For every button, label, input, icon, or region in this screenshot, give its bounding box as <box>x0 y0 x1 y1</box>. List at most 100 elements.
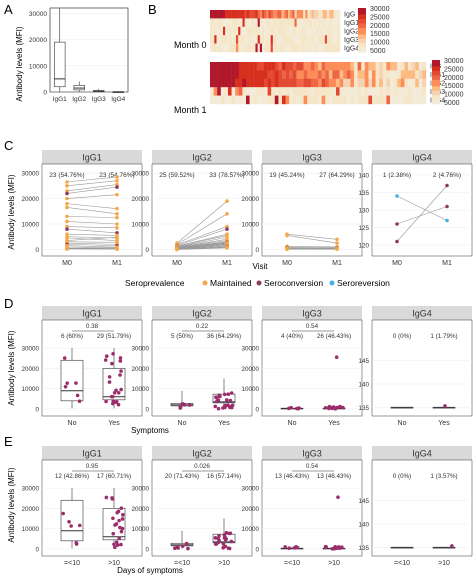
heatmap-cell <box>257 35 261 44</box>
heatmap-cell <box>321 62 326 71</box>
jitter-point <box>227 531 232 536</box>
heatmap-cell <box>292 95 297 105</box>
panel-d-facet-igg2-annotation-left: 5 (50%) <box>171 333 193 340</box>
data-point-m1 <box>225 246 229 250</box>
heatmap-cell <box>231 18 235 27</box>
heatmap-cell <box>279 35 282 44</box>
paired-line <box>66 194 118 199</box>
panel-d-facet-igg1-strip <box>42 306 142 320</box>
heatmap-cell <box>379 95 383 105</box>
heatmap-cell <box>283 35 287 44</box>
heatmap-cell <box>281 18 284 27</box>
heatmap-cell <box>379 87 383 96</box>
ytick-label: 20000 <box>241 196 259 203</box>
heatmap-cell <box>227 35 230 44</box>
heatmap-cell <box>368 87 373 96</box>
paired-line <box>66 216 118 218</box>
jitter-point <box>118 359 123 363</box>
heatmap-cell <box>393 95 398 105</box>
heatmap-cell <box>277 10 280 19</box>
heatmap-cell <box>259 35 263 44</box>
panel-c-facet-igg4-annotation-m1: 2 (4.76%) <box>433 172 461 179</box>
panel-d-facet-igg2-annotation-right: 36 (64.29%) <box>207 333 241 340</box>
paired-line <box>286 246 338 248</box>
jitter-point <box>331 405 336 409</box>
paired-line <box>176 213 228 245</box>
heatmap-cell <box>246 43 250 53</box>
data-point-m0 <box>65 184 69 188</box>
heatmap-cell <box>368 70 373 79</box>
heatmap-cell <box>305 26 308 36</box>
heatmap-cell <box>281 10 284 19</box>
heatmap-cell <box>264 26 267 36</box>
heatmap-cell <box>300 95 304 105</box>
data-point-m0 <box>65 214 69 219</box>
heatmap-cell <box>214 18 217 27</box>
heatmap-cell <box>235 62 239 71</box>
heatmap-month0-label: Month 0 <box>174 40 207 50</box>
legend-label-seroconversion: Seroconversion <box>264 278 323 288</box>
colorbar-segment <box>358 23 366 26</box>
heatmap-cell <box>212 10 215 19</box>
heatmap-cell <box>382 62 387 71</box>
heatmap-cell <box>292 62 297 71</box>
heatmap-cell <box>253 78 257 88</box>
ytick-label: 20000 <box>131 196 149 203</box>
heatmap-cell <box>404 78 409 88</box>
data-point-m0 <box>65 205 69 210</box>
heatmap-cell <box>244 43 248 53</box>
heatmap-cell <box>327 18 330 27</box>
ytick-label: 30000 <box>21 346 39 353</box>
heatmap-cell <box>290 26 293 36</box>
paired-line <box>396 206 448 225</box>
heatmap-cell <box>274 87 279 96</box>
heatmap-cell <box>246 18 250 27</box>
heatmap-cell <box>364 78 369 88</box>
heatmap-cell <box>422 70 427 79</box>
panel-e-facet-igg1-strip-title: IgG1 <box>82 449 102 459</box>
heatmap-cell <box>316 35 319 44</box>
heatmap-cell <box>210 18 213 27</box>
heatmap-cell <box>285 70 290 79</box>
jitter-point <box>119 387 123 392</box>
heatmap-cell <box>324 43 328 53</box>
panel-e-days-of-symptoms: Antibody levels (MFI) Days of symptoms I… <box>7 446 473 575</box>
panel-e-ylabel: Antibody levels (MFI) <box>7 467 16 542</box>
jitter-point <box>111 531 116 536</box>
heatmap-cell <box>236 10 239 19</box>
jitter-point <box>118 356 123 360</box>
heatmap-cell <box>415 70 419 79</box>
colorbar-segment <box>358 21 366 24</box>
heatmap-cell <box>251 18 254 27</box>
panel-b-heatmap: Month 0 Month 1 IgGIgG1IgG2IgG3IgG4IgGIg… <box>174 6 464 115</box>
ytick-label: 145 <box>358 498 369 505</box>
heatmap-cell <box>292 18 295 27</box>
ytick-label: 0 <box>255 406 259 413</box>
heatmap-cell <box>210 10 213 19</box>
jitter-point <box>115 543 120 547</box>
heatmap-cell <box>264 70 268 79</box>
heatmap-cell <box>337 43 341 53</box>
panel-d-facet-igg3-annotation-left: 4 (40%) <box>281 333 303 340</box>
heatmap-cell <box>336 70 340 79</box>
heatmap-cell <box>251 26 254 36</box>
heatmap-cell <box>292 78 297 88</box>
heatmap-cell <box>217 78 221 88</box>
panel-a-ytick-label: 20000 <box>29 37 47 44</box>
heatmap-cell <box>404 95 409 105</box>
heatmap-cell <box>290 43 293 53</box>
panel-c-facet-igg3-annotation-m1: 27 (64.29%) <box>319 172 354 179</box>
ytick-label: 0 <box>35 546 39 553</box>
heatmap-cell <box>285 10 289 19</box>
heatmap-cell <box>264 18 267 27</box>
heatmap-cell <box>325 62 329 71</box>
heatmap-cell <box>224 95 229 105</box>
heatmap-cell <box>400 70 405 79</box>
heatmap-cell <box>418 87 423 96</box>
heatmap-cell <box>220 78 225 88</box>
heatmap-cell <box>251 35 254 44</box>
heatmap-cell <box>303 95 308 105</box>
heatmap-cell <box>272 18 276 27</box>
heatmap-cell <box>346 78 351 88</box>
heatmap-cell <box>296 10 300 19</box>
